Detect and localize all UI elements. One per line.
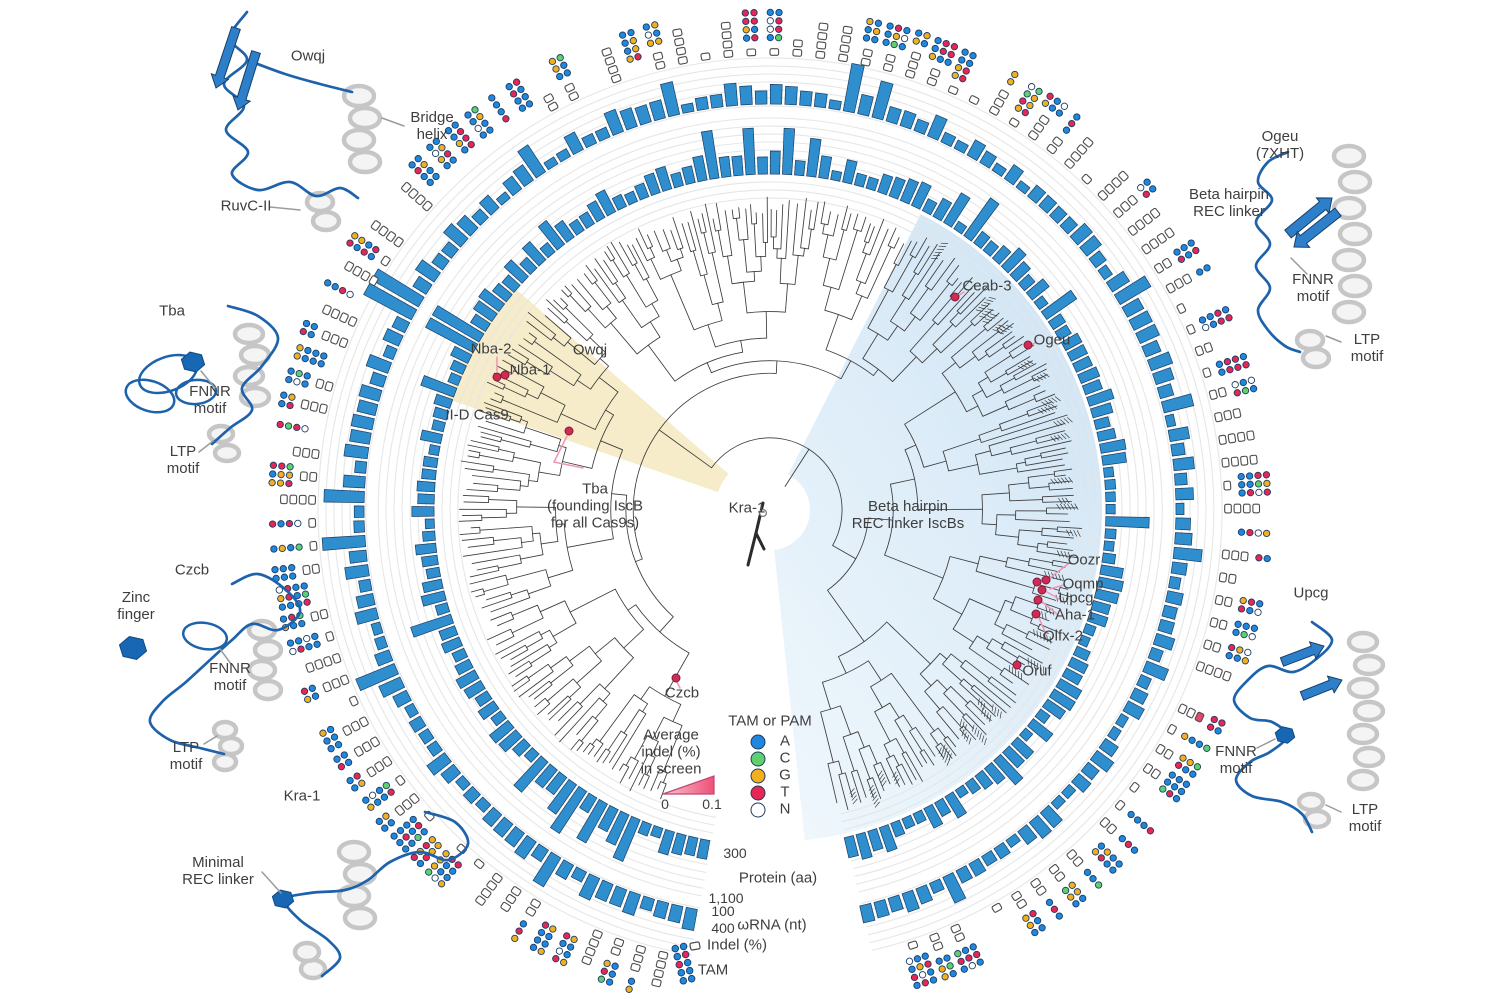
annotation-ogeu-fnnr-motif: FNNR motif [1292,271,1334,305]
structure-owqj [210,10,383,233]
screened-taxon-marker [500,370,510,380]
indel-gradient-shape [662,775,715,795]
tree-label-tba-founding: Tba (founding IscB for all Cas9s) [547,480,643,532]
tree-label-nba-1: Nba-1 [509,361,551,379]
tree-label-oqmp: Oqmp [1062,575,1104,593]
annotation-upcg-fnnr-motif: FNNR motif [1215,743,1257,777]
indel-gradient-triangle [662,775,715,795]
tree-label-oozr: Oozr [1067,551,1101,569]
protein-scale-min: 300 [723,845,747,862]
tree-label-oruf: Oruf [1022,662,1052,680]
annotation-upcg-ltp-motif: LTP motif [1348,801,1382,835]
screened-taxon-marker [1033,595,1043,605]
taxon-markers [492,292,1051,683]
indel-scale-max: 0.1 [702,796,722,813]
screened-taxon-marker [1041,575,1051,585]
tree-label-beta-hairpin-rec-linker-iscbs: Beta hairpin REC linker IscBs [851,498,965,532]
annotation-czcb-ltp-motif: LTP motif [169,739,203,773]
tam-pam-legend-title: TAM or PAM [728,712,812,730]
rna-scale-max: 400 [711,920,735,937]
tam-pam-base-dot [750,768,766,784]
screened-taxon-marker [1032,577,1042,587]
tam-pam-base-label: T [780,783,790,801]
rna-bar-ring [321,62,1203,931]
indel-scale-min: 0 [661,796,669,813]
structure-name-tba: Tba [159,302,185,320]
tam-ring-key-dots [671,942,696,985]
tree-label-ii-d-cas9: II-D Cas9 [445,406,509,424]
tree-label-ogeu: Ogeu [1033,331,1071,349]
structure-name-owqj: Owqj [290,47,326,65]
leader-lines [198,117,1342,894]
tree-label-upcg: Upcg [1058,589,1094,607]
annotation-bridge-helix: Bridge helix [410,109,454,143]
structure-name-czcb: Czcb [174,561,210,579]
kra-1-node-marker [758,509,767,518]
tree-label-aha-1: Aha-1 [1054,606,1096,624]
structure-name-kra-1: Kra-1 [283,787,321,805]
tam-pam-base-label: G [779,766,791,784]
annotation-minimal-rec-linker: Minimal REC linker [182,854,254,888]
tam-pam-base-dot [750,734,766,750]
annotation-ruvc-ii: RuvC-II [220,197,272,215]
rna-ring-label: ωRNA (nt) [737,916,807,934]
indel-ring-key-square [689,941,701,951]
tree-label-kra-1: Kra-1 [728,499,766,517]
tam-pam-base-label: C [779,749,791,767]
screened-taxon-marker [1012,660,1022,670]
protein-bar-ring [410,127,1150,862]
screened-taxon-marker [564,426,574,436]
structure-upcg [1232,620,1386,834]
phylogenetic-tree [458,196,1083,811]
tam-pam-base-label: A [779,732,791,750]
tam-pam-base-label: N [779,800,791,818]
structure-name-upcg: Upcg [1293,584,1329,602]
annotation-zinc-finger: Zinc finger [117,589,155,623]
structure-czcb [118,572,302,773]
tree-label-czcb: Czcb [664,684,700,702]
annotation-tba-ltp-motif: LTP motif [166,443,200,477]
ring-key-glyphs [671,941,701,985]
tree-label-owqj: Owqj [572,341,608,359]
structure-kra-1 [271,810,470,981]
clade-highlight-wedges [446,214,1102,841]
tree-label-nba-2: Nba-2 [470,340,512,358]
tree-label-ceab-3: Ceab-3 [962,277,1012,295]
screened-taxon-marker [1037,585,1047,595]
rna-scale-min: 100 [711,903,735,920]
annotation-ogeu-ltp-motif: LTP motif [1350,331,1384,365]
tam-pam-base-dot [750,785,766,801]
annotation-ogeu-beta-hairpin-rec-linker: Beta hairpin REC linker [1188,186,1270,220]
structure-tba [124,304,280,464]
screened-taxon-marker [671,673,681,683]
screened-taxon-marker [1023,340,1033,350]
indel-legend-title: Average indel (%) in screen [640,726,702,778]
indel-ring-label: Indel (%) [706,936,768,954]
tam-pam-base-dot [750,802,766,818]
screened-taxon-marker [1031,609,1041,619]
structure-name-ogeu: Ogeu (7XHT) [1255,128,1305,162]
protein-scale-max: 1,100 [708,890,744,907]
kra-1-branch [746,501,767,567]
screened-taxon-marker [950,292,960,302]
tree-label-olfx-2: Olfx-2 [1042,627,1084,645]
protein-ring-label: Protein (aa) [738,869,818,887]
screened-taxon-marker [492,372,502,382]
indel-square-ring [279,21,1261,988]
annotation-tba-fnnr-motif: FNNR motif [189,383,231,417]
tam-ring-label: TAM [697,961,729,979]
annotation-czcb-fnnr-motif: FNNR motif [209,660,251,694]
tam-pam-base-dot [750,751,766,767]
structure-ogeu [1254,143,1373,370]
